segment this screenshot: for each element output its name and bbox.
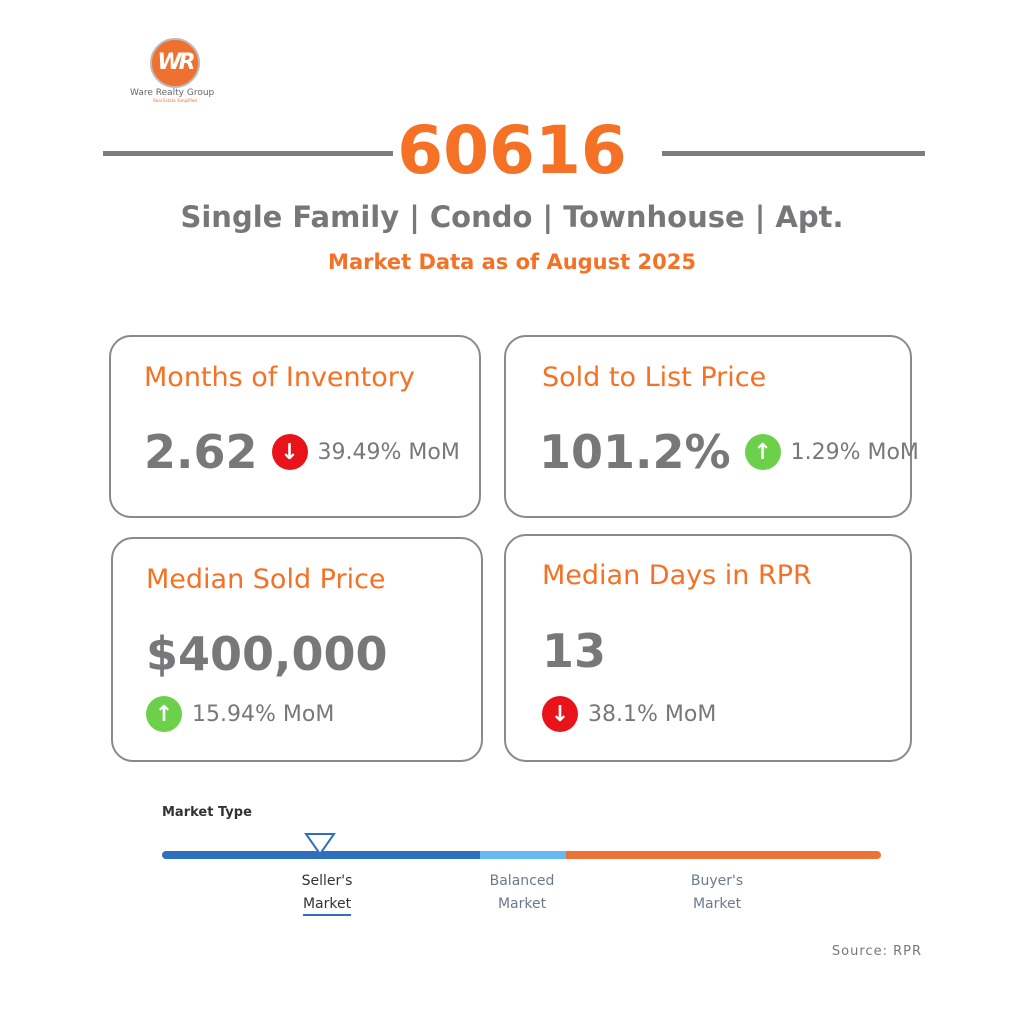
card-value: $400,000 — [146, 627, 388, 681]
arrow-down-icon: ↓ — [542, 696, 578, 732]
arrow-up-icon: ↑ — [744, 434, 781, 470]
card-title: Median Days in RPR — [542, 560, 812, 591]
logo-mark: WR — [150, 38, 200, 88]
market-type-title: Market Type — [162, 805, 252, 820]
card-median-sold-price: Median Sold Price $400,000 ↑ 15.94% MoM — [111, 537, 483, 762]
card-value-row: 2.62 ↓ 39.49% MoM — [144, 425, 460, 479]
change-text: 15.94% MoM — [192, 701, 335, 727]
balanced-market-segment — [480, 851, 566, 859]
card-value: 13 — [542, 624, 607, 678]
as-of-date: Market Data as of August 2025 — [328, 250, 696, 274]
logo-tagline: Real Estate Simplified — [153, 98, 197, 103]
market-indicator-icon — [304, 833, 336, 856]
buyers-market-segment — [566, 851, 881, 859]
card-change: ↑ 1.29% MoM — [744, 434, 919, 470]
label-line: Balanced — [489, 873, 555, 889]
label-line: Market — [692, 896, 742, 912]
divider-left — [103, 151, 393, 156]
card-title: Sold to List Price — [542, 362, 767, 393]
source-note: Source: RPR — [831, 944, 922, 959]
label-line: Market — [302, 894, 352, 916]
label-line: Buyer's — [690, 873, 744, 889]
card-value: 2.62 — [144, 425, 258, 479]
card-value-row: 101.2% ↑ 1.29% MoM — [539, 425, 919, 479]
label-line: Market — [497, 896, 547, 912]
divider-right — [662, 151, 925, 156]
card-change: ↓ 38.1% MoM — [542, 696, 716, 732]
label-sellers-market: Seller's Market — [277, 870, 377, 916]
card-title: Months of Inventory — [144, 362, 415, 393]
card-sold-to-list-price: Sold to List Price 101.2% ↑ 1.29% MoM — [504, 335, 919, 518]
card-months-of-inventory: Months of Inventory 2.62 ↓ 39.49% MoM — [109, 335, 481, 518]
logo-name: Ware Realty Group — [130, 88, 215, 98]
label-buyers-market: Buyer's Market — [667, 870, 767, 916]
change-text: 39.49% MoM — [317, 439, 460, 465]
zip-code-title: 60616 — [397, 112, 627, 189]
change-text: 38.1% MoM — [588, 701, 717, 727]
arrow-up-icon: ↑ — [146, 696, 182, 732]
card-change: ↓ 39.49% MoM — [271, 434, 460, 470]
sellers-market-segment — [162, 851, 480, 859]
card-change: ↑ 15.94% MoM — [146, 696, 334, 732]
card-value: 101.2% — [539, 425, 731, 479]
label-balanced-market: Balanced Market — [472, 870, 572, 916]
label-line: Seller's — [301, 873, 353, 889]
card-title: Median Sold Price — [146, 564, 386, 595]
change-text: 1.29% MoM — [790, 439, 919, 465]
logo: WR Ware Realty Group Real Estate Simplif… — [130, 38, 214, 103]
arrow-down-icon: ↓ — [271, 434, 308, 470]
property-types: Single Family | Condo | Townhouse | Apt. — [180, 200, 844, 234]
card-median-days-in-rpr: Median Days in RPR 13 ↓ 38.1% MoM — [504, 534, 912, 762]
